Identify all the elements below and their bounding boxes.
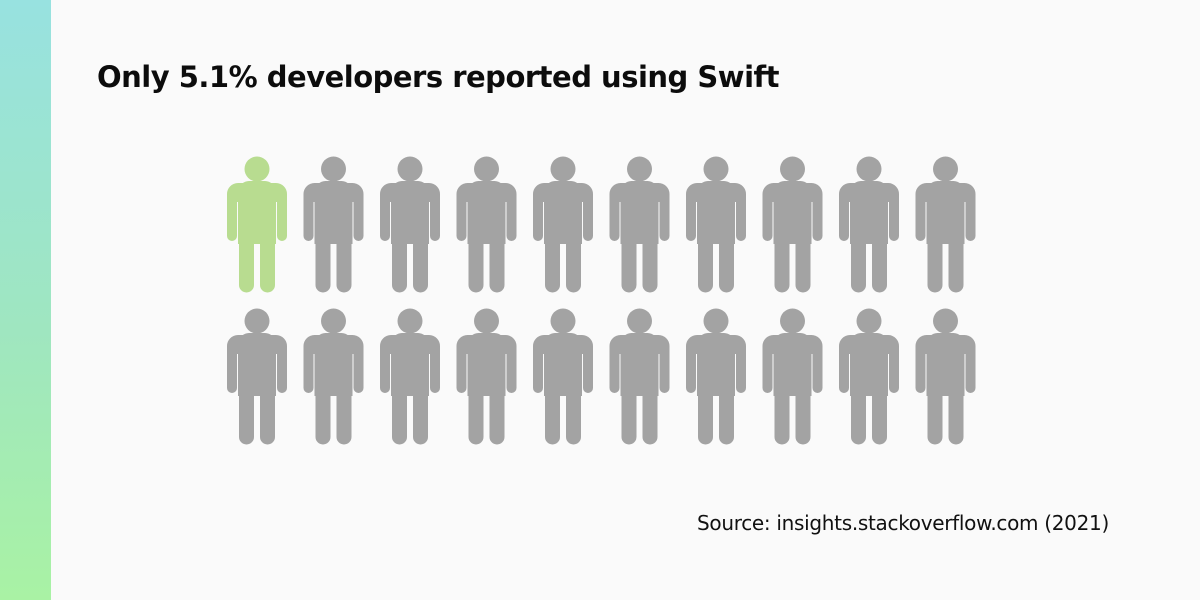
person-icon <box>303 308 364 445</box>
person-icon <box>609 308 670 445</box>
person-icon <box>456 156 517 293</box>
person-icon <box>609 156 670 293</box>
person-icon <box>839 308 899 445</box>
person-icon <box>839 156 899 293</box>
person-icon <box>915 308 976 445</box>
person-icon-highlighted <box>227 156 287 293</box>
pictogram-chart <box>227 156 976 445</box>
chart-title: Only 5.1% developers reported using Swif… <box>97 60 780 94</box>
person-icon <box>380 156 440 293</box>
person-icon <box>456 308 517 445</box>
person-icon <box>303 156 364 293</box>
person-icon <box>380 308 440 445</box>
accent-bar <box>0 0 51 600</box>
source-note: Source: insights.stackoverflow.com (2021… <box>697 511 1109 535</box>
person-icon <box>686 156 746 293</box>
person-icon <box>915 156 976 293</box>
person-icon <box>533 156 593 293</box>
person-icon <box>762 308 823 445</box>
person-icon <box>762 156 823 293</box>
person-icon <box>686 308 746 445</box>
person-icon <box>533 308 593 445</box>
person-icon <box>227 308 287 445</box>
